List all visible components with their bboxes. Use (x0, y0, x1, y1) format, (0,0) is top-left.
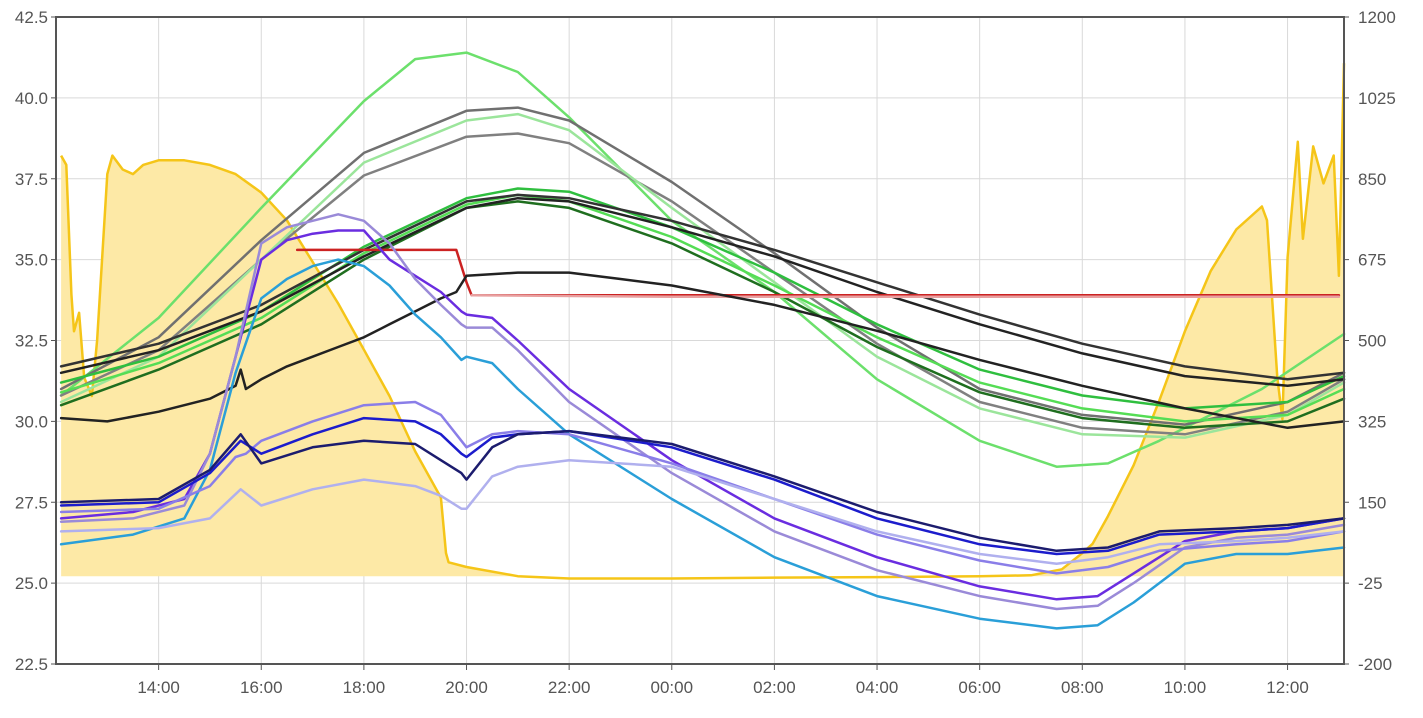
x-axis: 14:00 16:00 18:00 20:00 22:00 00:00 02:00 04:00… (137, 664, 1309, 697)
irradiance-area-fill (61, 63, 1345, 577)
x-tick-label: 04:00 (856, 678, 899, 697)
y-left-tick-label: 40.0 (15, 89, 48, 108)
y-axis-left: 42.5 40.0 37.5 35.0 32.5 30.0 27.5 25.0 22.5 (15, 8, 56, 674)
irradiance-area (60, 63, 1346, 580)
y-left-tick-label: 27.5 (15, 493, 48, 512)
x-tick-label: 10:00 (1164, 678, 1207, 697)
y-right-tick-label: 1200 (1358, 8, 1396, 27)
series-line-4 (59, 112, 1346, 439)
series-line-13 (59, 229, 1346, 601)
x-tick-label: 22:00 (548, 678, 591, 697)
series-line-15 (59, 258, 1346, 630)
series-line-11 (470, 293, 1341, 299)
series-line-16 (59, 400, 1346, 575)
irradiance-line (60, 63, 1346, 580)
x-tick-label: 20:00 (445, 678, 488, 697)
y-right-tick-label: 1025 (1358, 89, 1396, 108)
x-tick-label: 00:00 (651, 678, 694, 697)
y-right-tick-label: 675 (1358, 251, 1386, 270)
series-line-6 (59, 193, 1346, 423)
y-left-tick-label: 22.5 (15, 655, 48, 674)
series-lines (59, 51, 1346, 630)
series-line-14 (59, 213, 1346, 611)
series-line-3 (59, 132, 1346, 436)
x-tick-label: 18:00 (343, 678, 386, 697)
y-left-tick-label: 42.5 (15, 8, 48, 27)
y-right-tick-label: 325 (1358, 412, 1386, 431)
y-left-tick-label: 32.5 (15, 332, 48, 351)
series-line-18 (59, 429, 1346, 553)
y-left-tick-label: 35.0 (15, 251, 48, 270)
x-tick-label: 12:00 (1266, 678, 1309, 697)
y-left-tick-label: 30.0 (15, 412, 48, 431)
x-tick-label: 14:00 (137, 678, 180, 697)
y-right-tick-label: 150 (1358, 493, 1386, 512)
series-line-9 (59, 196, 1346, 388)
y-left-tick-label: 25.0 (15, 574, 48, 593)
x-tick-label: 06:00 (958, 678, 1001, 697)
series-line-17 (59, 416, 1346, 556)
series-line-12 (59, 271, 1346, 430)
series-line-19 (59, 458, 1346, 565)
x-tick-label: 08:00 (1061, 678, 1104, 697)
y-right-tick-label: -200 (1358, 655, 1392, 674)
series-line-7 (59, 200, 1346, 430)
series-line-8 (59, 193, 1346, 381)
y-axis-right: 1200 1025 850 675 500 325 150 -25 -200 (1344, 8, 1396, 674)
y-right-tick-label: -25 (1358, 574, 1383, 593)
series-line-2 (59, 106, 1346, 426)
y-left-tick-label: 37.5 (15, 170, 48, 189)
y-right-tick-label: 850 (1358, 170, 1386, 189)
x-tick-label: 16:00 (240, 678, 283, 697)
y-right-tick-label: 500 (1358, 332, 1386, 351)
x-tick-label: 02:00 (753, 678, 796, 697)
